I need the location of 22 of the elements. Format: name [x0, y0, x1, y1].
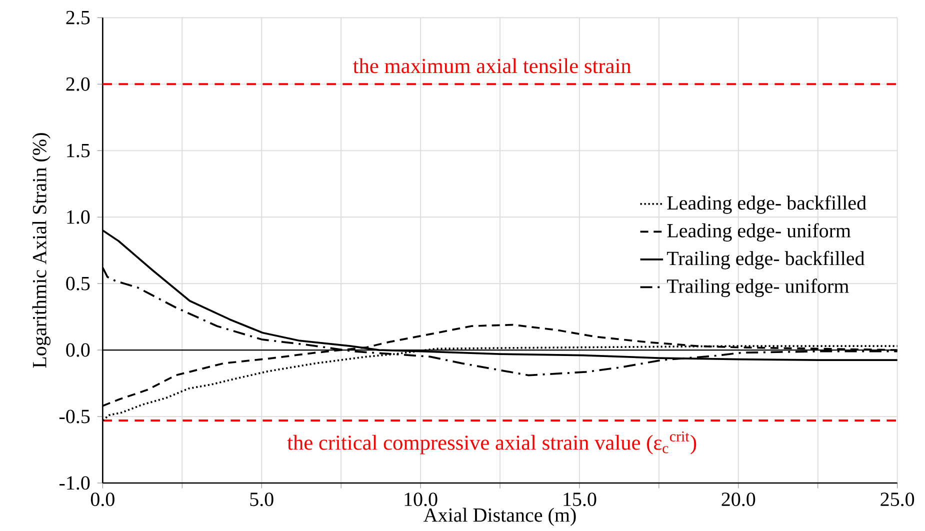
x-tick-label: 15.0	[564, 492, 596, 506]
x-tick-label: 0.0	[90, 492, 114, 506]
legend-label: Leading edge- backfilled	[667, 195, 866, 214]
x-tick-label: 20.0	[722, 492, 756, 506]
y-tick-label: 0.5	[66, 276, 90, 290]
legend-label: Trailing edge- uniform	[667, 278, 849, 298]
y-tick-label: -1.0	[59, 476, 90, 490]
y-tick-label: 1.0	[67, 210, 90, 224]
x-tick-label: 10.0	[404, 492, 438, 506]
y-tick-label: 1.5	[67, 144, 90, 158]
x-axis-title: Axial Distance (m)	[424, 508, 576, 526]
x-tick-label: 5.0	[250, 492, 274, 506]
ref-line-label: the critical compressive axial strain value (ε$_{c}$$^{crit}$)	[287, 431, 696, 454]
ref-line-label: the maximum axial tensile strain	[353, 58, 632, 74]
legend-label: Trailing edge- backfilled	[667, 250, 865, 270]
legend-label: Leading edge- uniform	[667, 223, 851, 242]
y-axis-title: Logarithmic Axial Strain (%)	[32, 133, 50, 368]
y-tick-label: 0.0	[66, 343, 90, 357]
y-tick-label: -0.5	[59, 410, 90, 424]
y-tick-label: 2.0	[66, 77, 90, 91]
x-tick-label: 25.0	[880, 492, 914, 506]
y-tick-label: 2.5	[66, 10, 90, 24]
